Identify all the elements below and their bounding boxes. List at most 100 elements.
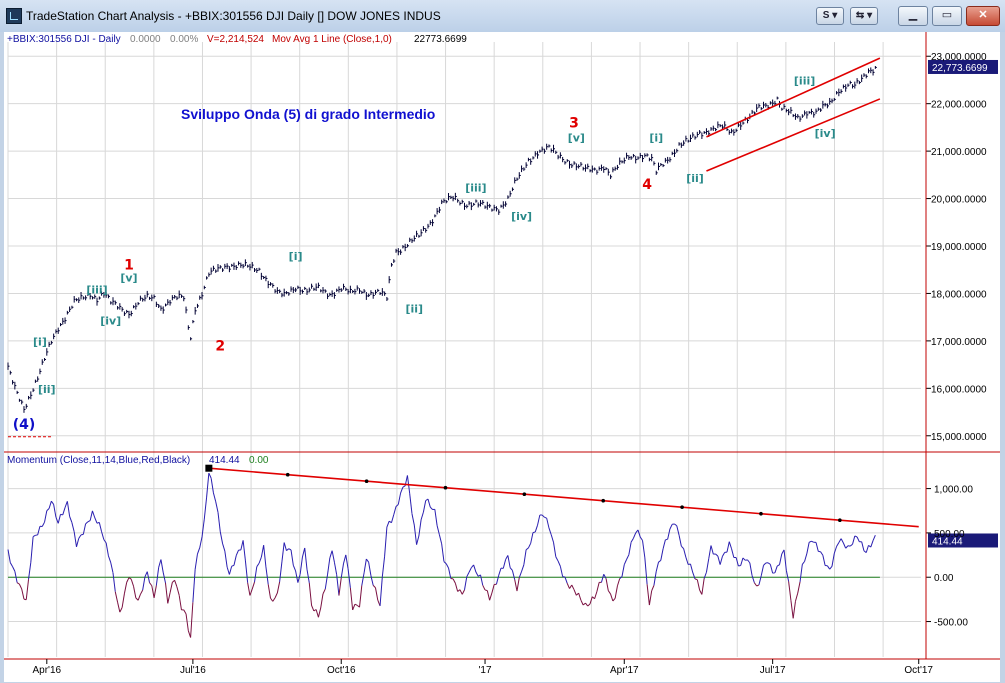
momentum-segment: [347, 568, 351, 588]
momentum-segment: [169, 582, 173, 593]
momentum-segment: [75, 538, 80, 547]
momentum-segment: [338, 577, 342, 596]
minimize-button[interactable]: ▁: [898, 6, 928, 26]
momentum-segment: [509, 567, 513, 571]
momentum-segment: [203, 497, 208, 520]
momentum-segment: [544, 516, 547, 519]
momentum-segment: [420, 512, 424, 520]
momentum-segment: [30, 536, 34, 563]
momentum-segment: [315, 609, 319, 618]
momentum-segment: [397, 492, 402, 505]
momentum-segment: [452, 578, 456, 584]
momentum-segment: [267, 584, 271, 599]
momentum-segment: [251, 581, 255, 590]
momentum-segment: [610, 593, 614, 602]
momentum-segment: [64, 501, 68, 508]
momentum-segment: [368, 562, 372, 576]
momentum-segment: [146, 571, 151, 583]
chart-canvas[interactable]: +BBIX:301556 DJI - Daily 0.0000 0.00% V=…: [4, 32, 1000, 682]
momentum-segment: [626, 554, 630, 560]
price-tick-label: 23,000.0000: [931, 52, 987, 63]
momentum-segment: [461, 589, 465, 595]
momentum-segment: [669, 524, 673, 530]
momentum-segment: [89, 510, 93, 521]
chevron-down-icon: ▾: [867, 10, 873, 21]
momentum-segment: [735, 557, 739, 567]
momentum-segment: [149, 582, 153, 587]
momentum-segment: [244, 560, 249, 583]
momentum-segment: [137, 594, 141, 601]
wave-label: [v]: [120, 272, 137, 285]
momentum-segment: [792, 601, 796, 619]
chart-area[interactable]: +BBIX:301556 DJI - Daily 0.0000 0.00% V=…: [4, 32, 1000, 682]
momentum-segment: [379, 576, 383, 607]
momentum-segment: [317, 607, 322, 618]
momentum-segment: [167, 592, 171, 604]
momentum-segment: [692, 572, 696, 580]
momentum-segment: [747, 559, 751, 564]
price-tick-label: 16,000.0000: [931, 384, 987, 395]
momentum-segment: [637, 529, 641, 538]
momentum-segment: [573, 589, 577, 596]
window-link-button[interactable]: ⇆ ▾: [850, 7, 878, 25]
momentum-segment: [532, 531, 536, 534]
momentum-segment: [69, 516, 73, 523]
momentum-segment: [418, 519, 422, 537]
momentum-segment: [87, 520, 91, 523]
momentum-segment: [438, 534, 443, 544]
momentum-segment: [215, 501, 219, 513]
momentum-segment: [101, 531, 105, 540]
momentum-segment: [778, 553, 783, 565]
wave-label: [iii]: [86, 283, 107, 296]
momentum-segment: [489, 592, 493, 601]
close-button[interactable]: ✕: [966, 6, 1000, 26]
momentum-segment: [192, 569, 196, 603]
momentum-segment: [274, 592, 278, 599]
momentum-segment: [753, 582, 758, 587]
wave-label: 2: [215, 338, 225, 354]
momentum-segment: [804, 553, 808, 562]
momentum-segment: [208, 472, 212, 479]
momentum-segment: [32, 534, 36, 538]
momentum-segment: [838, 538, 842, 543]
time-tick-label: Apr'17: [610, 665, 639, 676]
momentum-segment: [343, 554, 347, 564]
momentum-segment: [580, 599, 584, 606]
momentum-segment: [758, 575, 762, 586]
momentum-segment: [831, 553, 835, 567]
momentum-segment: [801, 561, 805, 565]
momentum-segment: [797, 581, 801, 594]
price-tick-label: 21,000.0000: [931, 147, 987, 158]
symbol-link-button[interactable]: S ▾: [816, 7, 844, 25]
momentum-segment: [616, 578, 621, 587]
momentum-segment: [596, 582, 600, 592]
momentum-segment: [498, 567, 502, 576]
momentum-segment: [105, 542, 109, 556]
price-tick-label: 22,000.0000: [931, 100, 987, 111]
momentum-segment: [585, 602, 589, 607]
momentum-segment: [372, 585, 376, 589]
momentum-segment: [333, 562, 338, 575]
momentum-segment: [12, 566, 16, 572]
momentum-segment: [820, 551, 824, 556]
momentum-segment: [630, 538, 634, 543]
momentum-segment: [123, 582, 128, 594]
momentum-segment: [569, 584, 573, 589]
momentum-segment: [685, 557, 689, 565]
momentum-segment: [98, 522, 103, 532]
momentum-segment: [164, 582, 169, 604]
momentum-segment: [354, 603, 358, 606]
momentum-segment: [281, 542, 285, 562]
momentum-legend-name: Momentum (Close,11,14,Blue,Red,Black): [7, 455, 190, 466]
time-tick-label: Oct'16: [327, 665, 356, 676]
momentum-segment: [340, 563, 345, 578]
momentum-segment: [683, 548, 687, 558]
momentum-segment: [811, 540, 814, 543]
momentum-segment: [276, 581, 281, 594]
momentum-segment: [788, 581, 792, 601]
maximize-button[interactable]: ▭: [932, 6, 962, 26]
momentum-tick-label: 0.00: [934, 573, 954, 584]
price-tick-label: 18,000.0000: [931, 289, 987, 300]
momentum-segment: [110, 562, 114, 573]
momentum-segment: [18, 583, 23, 590]
